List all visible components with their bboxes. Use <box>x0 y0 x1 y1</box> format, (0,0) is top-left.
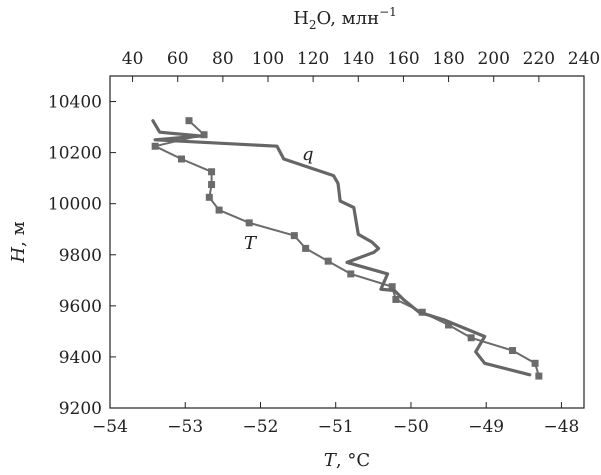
ticks-layer: −54 −53 −52 −51 −50 −49 −48 40 60 80 100 120 140 160 1… <box>48 49 600 437</box>
x-top-tick-label: 140 <box>342 49 374 69</box>
left-axis-title-unit: , м <box>8 221 29 246</box>
data-point-T <box>347 270 355 278</box>
x-top-tick-label: 240 <box>568 49 600 69</box>
data-point-T <box>302 244 310 252</box>
data-point-T <box>245 219 253 227</box>
x-top-tick-label: 200 <box>477 49 509 69</box>
data-point-T <box>535 372 543 380</box>
data-point-T <box>185 117 193 125</box>
x-top-tick-label: 60 <box>167 49 189 69</box>
data-point-T <box>509 347 517 355</box>
x-top-tick-label: 100 <box>252 49 284 69</box>
x-top-tick-label: 40 <box>122 49 144 69</box>
y-left-tick-label: 9600 <box>59 297 102 317</box>
data-point-T <box>531 359 539 367</box>
plot-frame <box>109 75 585 409</box>
data-point-T <box>388 283 396 291</box>
x-top-tick-label: 160 <box>387 49 419 69</box>
data-point-T <box>205 193 213 201</box>
x-top-tick-label: 80 <box>212 49 234 69</box>
left-axis-title-var: H <box>8 247 29 264</box>
x-bottom-tick-label: −51 <box>318 417 354 437</box>
series-line-q <box>151 119 532 377</box>
top-axis-title-sup: −1 <box>379 5 397 19</box>
y-left-tick-label: 10400 <box>48 93 102 113</box>
x-top-tick-label: 180 <box>432 49 464 69</box>
y-left-tick-label: 9200 <box>59 399 102 419</box>
series-label-T: T <box>244 233 258 254</box>
x-bottom-tick-label: −49 <box>468 417 504 437</box>
bottom-axis-title-unit: , °C <box>336 450 370 471</box>
y-left-tick-label: 10200 <box>48 144 102 164</box>
data-point-T <box>290 232 298 240</box>
data-point-T <box>467 334 475 342</box>
x-top-tick-label: 220 <box>523 49 555 69</box>
bottom-axis-title-var: T <box>324 450 338 471</box>
data-point-T <box>200 131 208 139</box>
data-point-T <box>177 155 185 163</box>
bottom-axis-title: T, °C <box>324 450 370 471</box>
x-bottom-tick-label: −48 <box>543 417 579 437</box>
data-point-T <box>392 295 400 303</box>
data-point-T <box>208 168 216 176</box>
y-left-tick-label: 10000 <box>48 195 102 215</box>
x-bottom-tick-label: −54 <box>92 417 128 437</box>
y-left-tick-label: 9400 <box>59 348 102 368</box>
x-bottom-tick-label: −50 <box>393 417 429 437</box>
x-bottom-tick-label: −53 <box>167 417 203 437</box>
data-point-T <box>324 257 332 265</box>
series-layer <box>151 117 543 380</box>
data-point-T <box>151 142 159 150</box>
series-label-q: q <box>302 144 314 165</box>
data-point-T <box>215 206 223 214</box>
x-top-tick-label: 120 <box>297 49 329 69</box>
data-point-T <box>208 181 216 189</box>
x-bottom-tick-label: −52 <box>243 417 279 437</box>
data-point-T <box>445 321 453 329</box>
left-axis-title: H, м <box>8 221 29 263</box>
top-axis-title-rest: O, млн <box>317 8 380 29</box>
y-left-tick-label: 9800 <box>59 246 102 266</box>
series-line-T <box>154 119 540 378</box>
top-axis-title-sub: 2 <box>309 18 317 32</box>
top-axis-title: H2O, млн−1 <box>293 5 397 32</box>
